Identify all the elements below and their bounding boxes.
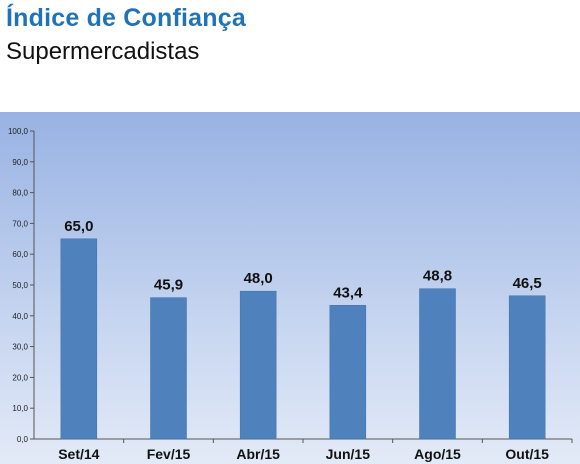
x-tick-label-5: Out/15	[505, 446, 549, 462]
bar-2	[239, 290, 277, 440]
page-title: Índice de Confiança	[6, 4, 246, 32]
y-tick-label: 40,0	[12, 312, 28, 321]
x-tick-label-1: Fev/15	[147, 446, 191, 462]
y-tick-label: 60,0	[12, 250, 28, 259]
page-subtitle: Supermercadistas	[6, 38, 200, 65]
bar-0	[60, 238, 98, 440]
data-label-5: 46,5	[513, 275, 542, 292]
bar-1	[150, 297, 187, 440]
y-tick-label: 50,0	[12, 281, 28, 290]
x-tick-label-2: Abr/15	[236, 446, 280, 462]
x-tick-label-3: Jun/15	[326, 446, 371, 462]
bar-5	[508, 295, 546, 440]
y-tick-label: 30,0	[12, 343, 28, 352]
y-tick-label: 90,0	[12, 158, 28, 167]
x-tick-label-0: Set/14	[58, 446, 99, 462]
bar-3	[329, 305, 367, 440]
y-tick-label: 100,0	[8, 127, 29, 136]
header: Índice de Confiança Supermercadistas	[0, 0, 580, 112]
data-label-2: 48,0	[244, 270, 273, 287]
y-tick-label: 20,0	[12, 373, 28, 382]
x-tick-label-4: Ago/15	[414, 446, 461, 462]
y-tick-label: 0,0	[17, 435, 29, 444]
y-tick-label: 80,0	[12, 189, 28, 198]
data-label-4: 48,8	[423, 268, 452, 285]
data-label-3: 43,4	[333, 284, 363, 301]
bar-4	[419, 288, 456, 440]
y-tick-label: 70,0	[12, 219, 28, 228]
y-tick-label: 10,0	[12, 404, 28, 413]
data-label-1: 45,9	[154, 277, 183, 294]
data-label-0: 65,0	[64, 218, 93, 235]
